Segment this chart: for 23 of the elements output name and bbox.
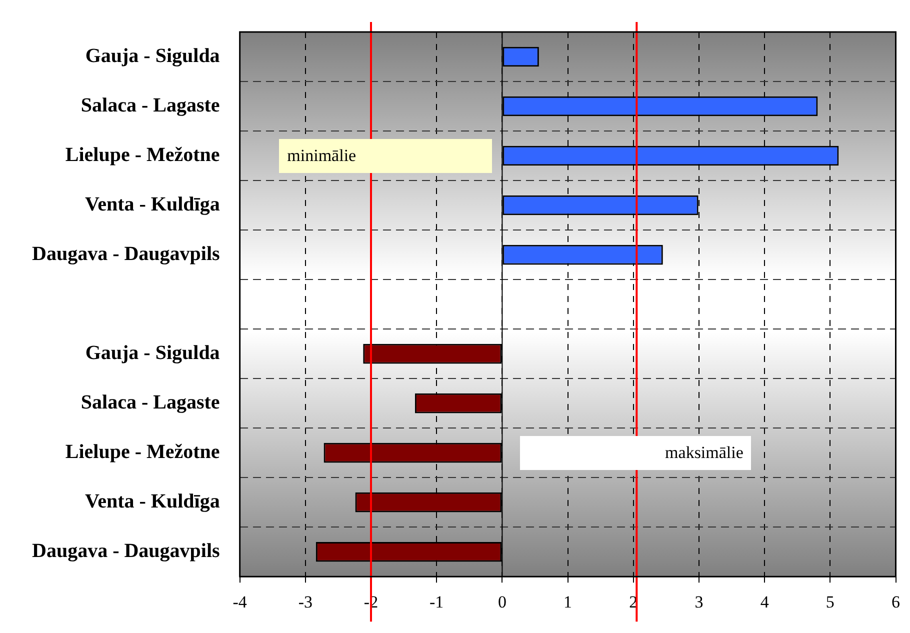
text-box: minimālie — [279, 138, 492, 173]
y-tick-label: Gauja - Sigulda — [85, 342, 220, 364]
x-tick-label: -1 — [430, 592, 444, 612]
y-tick-label: Salaca - Lagaste — [80, 94, 220, 116]
x-tick-label: -3 — [298, 592, 312, 612]
x-tick-label: 6 — [892, 592, 900, 612]
x-tick-label: 4 — [760, 592, 770, 612]
y-tick-label: Daugava - Daugavpils — [32, 242, 220, 265]
y-tick-label: Salaca - Lagaste — [80, 391, 220, 414]
y-tick-label: Gauja - Sigulda — [85, 44, 220, 67]
y-tick-label: Lielupe - Mežotne — [65, 441, 220, 463]
y-tick-label: Venta - Kuldīga — [84, 490, 220, 513]
x-tick-label: 5 — [826, 592, 834, 612]
text-box: maksimālie — [520, 436, 752, 470]
x-tick-label: 1 — [564, 592, 572, 612]
y-tick-label: Lielupe - Mežotne — [65, 144, 220, 166]
annotation: maksimālie — [665, 442, 744, 462]
y-tick-label: Daugava - Daugavpils — [32, 540, 220, 562]
x-tick-label: 3 — [694, 592, 704, 612]
x-tick-label: -4 — [232, 592, 248, 612]
annotation: minimālie — [287, 146, 356, 165]
y-tick-label: Venta - Kuldīga — [84, 193, 220, 216]
x-tick-label: 0 — [498, 592, 506, 612]
